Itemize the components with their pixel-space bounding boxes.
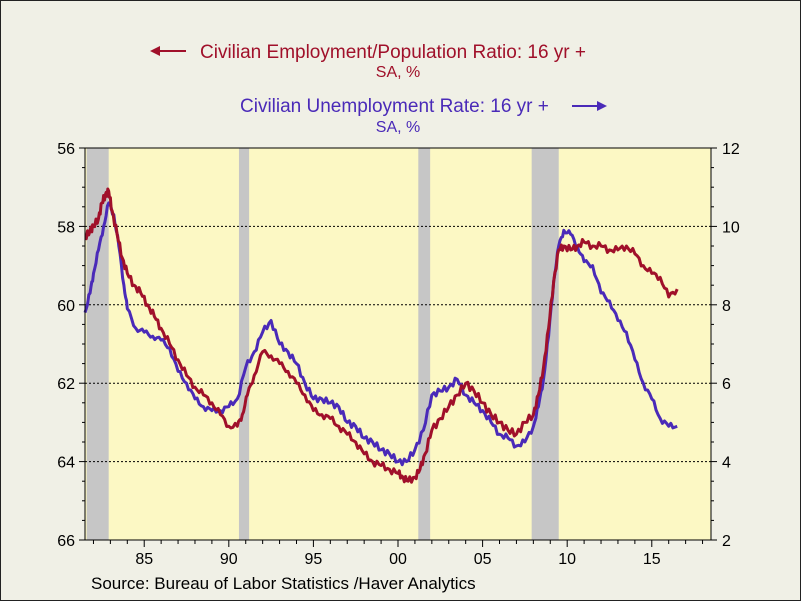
source-note: Source: Bureau of Labor Statistics /Have… (91, 574, 476, 593)
series-line-employment-ratio (84, 187, 679, 484)
x-tick-label-2010: 10 (558, 551, 576, 568)
left-tick-label-58: 58 (57, 219, 75, 236)
series-line-unemployment-rate (83, 201, 678, 467)
legend-arrow-right (572, 101, 607, 111)
legend-arrow-left (150, 46, 186, 56)
right-tick-label-12: 12 (722, 141, 740, 158)
recession-band-1 (238, 148, 250, 540)
legend-sublabel-unemployment: SA, % (376, 119, 420, 136)
right-tick-label-6: 6 (722, 376, 731, 393)
plot-background (85, 148, 711, 540)
left-axis: 56 58 60 62 64 66 (57, 141, 85, 550)
right-tick-label-4: 4 (722, 455, 731, 472)
recession-band-0 (86, 148, 109, 540)
right-axis: 2 4 6 8 10 12 (711, 141, 740, 550)
left-tick-label-64: 64 (57, 455, 75, 472)
x-tick-label-1985: 85 (135, 551, 153, 568)
series-lines (83, 187, 679, 484)
x-tick-label-2000: 00 (389, 551, 407, 568)
left-tick-label-60: 60 (57, 298, 75, 315)
x-axis: 85 90 95 00 05 10 15 (92, 540, 704, 568)
legend-label-employment: Civilian Employment/Population Ratio: 16… (200, 42, 586, 63)
x-tick-label-1995: 95 (305, 551, 323, 568)
left-tick-label-56: 56 (57, 141, 75, 158)
gridlines (85, 225, 711, 463)
recession-band-2 (418, 148, 431, 540)
x-tick-label-2015: 15 (643, 551, 661, 568)
legend-label-unemployment: Civilian Unemployment Rate: 16 yr + (240, 96, 549, 117)
right-tick-label-10: 10 (722, 219, 740, 236)
x-tick-label-1990: 90 (220, 551, 238, 568)
left-tick-label-66: 66 (57, 533, 75, 550)
right-tick-label-8: 8 (722, 298, 731, 315)
legend-sublabel-employment: SA, % (376, 64, 420, 81)
right-tick-label-2: 2 (722, 533, 731, 550)
x-tick-label-2005: 05 (474, 551, 492, 568)
legend: Civilian Employment/Population Ratio: 16… (150, 42, 607, 136)
left-tick-label-62: 62 (57, 376, 75, 393)
